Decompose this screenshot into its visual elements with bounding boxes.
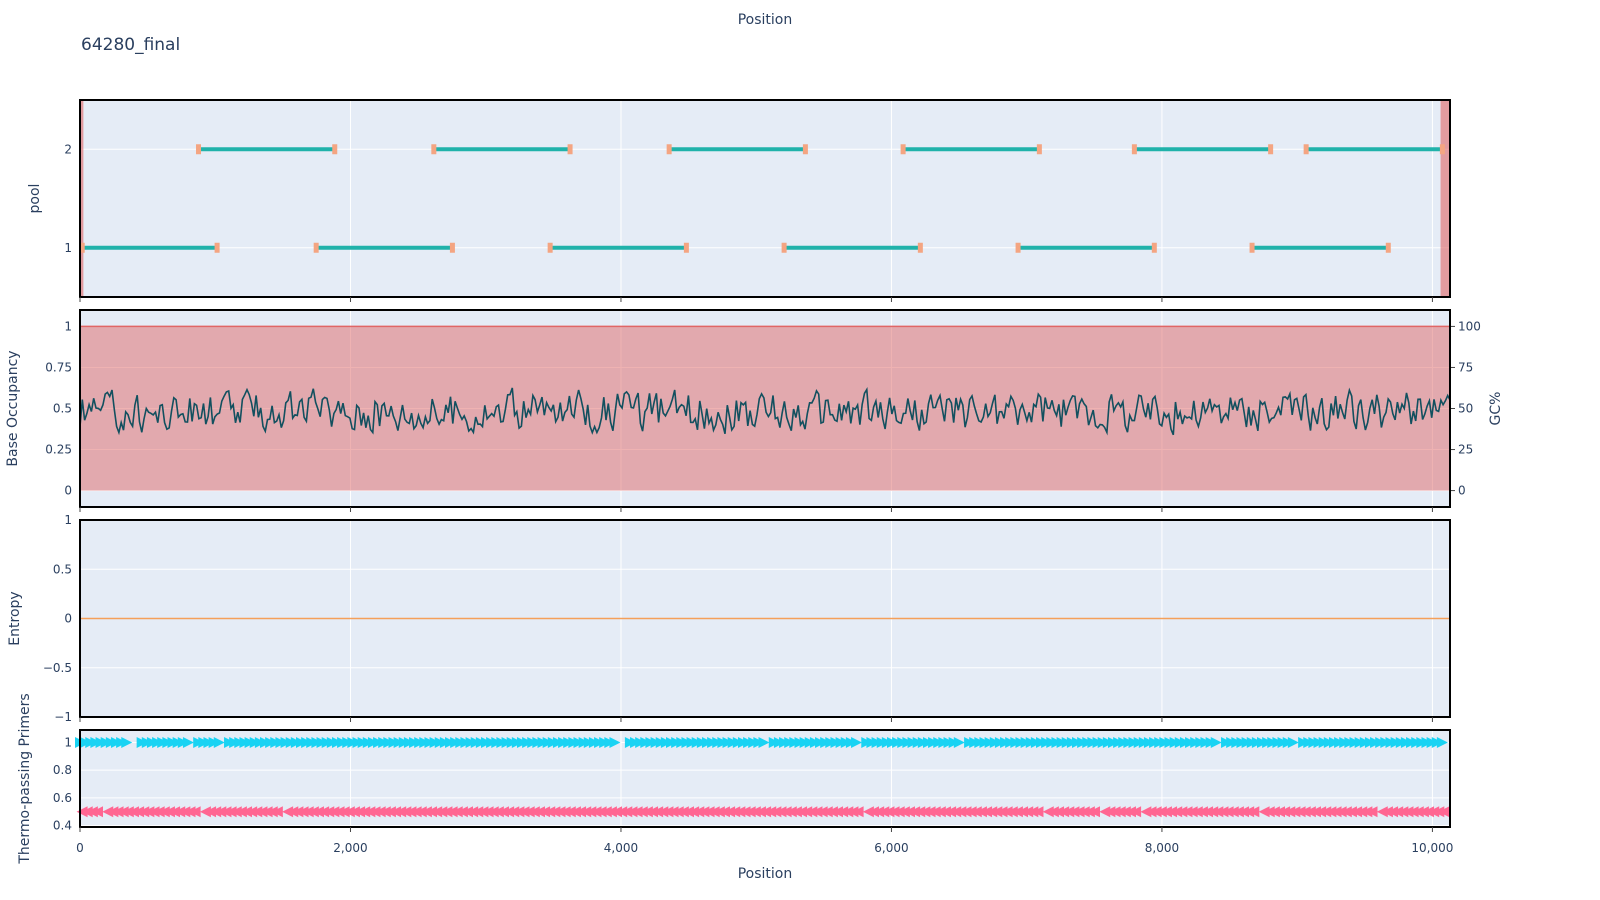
top-axis-label: Position — [738, 12, 793, 28]
chart-title: 64280_final — [81, 35, 180, 55]
primer-right — [802, 144, 808, 155]
excluded-region — [1440, 100, 1450, 297]
primer-right — [332, 144, 338, 155]
y-tick-label: 0 — [64, 612, 72, 626]
primer-left — [1015, 242, 1021, 253]
primer-left — [1131, 144, 1137, 155]
y-tick-label: 0.5 — [53, 562, 72, 576]
y-tick-label: 1 — [64, 513, 72, 527]
y2-tick-label: 25 — [1458, 443, 1473, 457]
y-tick-label: −0.5 — [43, 661, 72, 675]
x-tick-label: 2,000 — [333, 841, 367, 855]
excluded-region — [80, 100, 84, 297]
reverse-primer-marker — [91, 806, 103, 818]
reverse-primer-marker — [271, 806, 283, 818]
primers-panel: 0.4 0.6 0.8 1 Thermo-passing Primers — [17, 693, 1451, 865]
x-tick-label: 6,000 — [874, 841, 908, 855]
amplicon-panel: 1 2 pool — [27, 99, 1451, 302]
y2-axis-label: GC% — [1488, 392, 1504, 426]
forward-primer-marker — [1210, 736, 1222, 748]
reverse-primer-marker — [1130, 806, 1142, 818]
primer-left — [900, 144, 906, 155]
reverse-primer-marker — [1438, 806, 1450, 818]
reverse-primer-marker — [1088, 806, 1100, 818]
primer-right — [917, 242, 923, 253]
forward-primer-marker — [121, 736, 133, 748]
y-tick-label: 0.75 — [45, 360, 72, 374]
y-axis-label: Base Occupancy — [5, 350, 21, 466]
y-tick-label: 2 — [64, 142, 72, 156]
primer-left — [79, 242, 85, 253]
reverse-primer-marker — [1366, 806, 1378, 818]
y-tick-label: 0.25 — [45, 443, 72, 457]
reverse-primer-marker — [1032, 806, 1044, 818]
entropy-panel: −1 −0.5 0 0.5 1 Entropy — [7, 513, 1451, 724]
x-tick-label: 0 — [76, 841, 84, 855]
reverse-primer-marker — [1248, 806, 1260, 818]
y-tick-label: 0.6 — [53, 791, 72, 805]
reverse-primer-marker — [852, 806, 864, 818]
y-tick-label: 0.5 — [53, 402, 72, 416]
forward-primer-marker — [1287, 736, 1299, 748]
forward-primer-marker — [1436, 736, 1448, 748]
primer-left — [1303, 144, 1309, 155]
primer-right — [683, 242, 689, 253]
y-tick-label: 0.8 — [53, 763, 72, 777]
forward-primer-marker — [182, 736, 194, 748]
y-tick-label: 0.4 — [53, 819, 72, 833]
y-axis-label: Thermo-passing Primers — [17, 693, 33, 864]
primer-right — [1036, 144, 1042, 155]
primer-left — [313, 242, 319, 253]
primer-left — [781, 242, 787, 253]
x-axis-label: Position — [738, 866, 793, 882]
primer-right — [214, 242, 220, 253]
y2-tick-label: 75 — [1458, 360, 1473, 374]
primer-left — [547, 242, 553, 253]
primer-right — [567, 144, 573, 155]
y2-tick-label: 100 — [1458, 319, 1481, 333]
forward-primer-marker — [609, 736, 621, 748]
primer-left — [666, 144, 672, 155]
y-axis-label: pool — [27, 184, 43, 214]
gc-line — [79, 386, 1451, 436]
panel-background — [80, 100, 1450, 297]
primer-right — [1439, 144, 1445, 155]
panel-border — [79, 99, 1451, 298]
panel-border — [79, 519, 1451, 718]
x-tick-label: 10,000 — [1411, 841, 1453, 855]
primer-right — [1268, 144, 1274, 155]
reverse-primer-marker — [189, 806, 201, 818]
x-axis: 0 2,000 4,000 6,000 8,000 10,000 — [76, 841, 1453, 855]
y-tick-label: 0 — [64, 484, 72, 498]
x-tick-label: 4,000 — [604, 841, 638, 855]
panel-border — [79, 309, 1451, 508]
primer-left — [196, 144, 202, 155]
primer-right — [1151, 242, 1157, 253]
y-tick-label: −1 — [54, 710, 72, 724]
x-tick-label: 8,000 — [1145, 841, 1179, 855]
y-tick-label: 1 — [64, 735, 72, 749]
forward-primer-marker — [758, 736, 770, 748]
primer-left — [1249, 242, 1255, 253]
primer-right — [449, 242, 455, 253]
y-tick-label: 1 — [64, 241, 72, 255]
primer-right — [1385, 242, 1391, 253]
forward-primer-marker — [213, 736, 225, 748]
y2-tick-label: 0 — [1458, 484, 1466, 498]
forward-primer-marker — [851, 736, 863, 748]
occupancy-panel: 0 0.25 0.5 0.75 1 Base Occupancy 0 25 50 75 100 GC% — [5, 309, 1504, 512]
panel-border — [79, 729, 1451, 828]
y-axis-label: Entropy — [7, 591, 23, 645]
primer-left — [431, 144, 437, 155]
y-tick-label: 1 — [64, 319, 72, 333]
y2-tick-label: 50 — [1458, 402, 1473, 416]
forward-primer-marker — [953, 736, 965, 748]
